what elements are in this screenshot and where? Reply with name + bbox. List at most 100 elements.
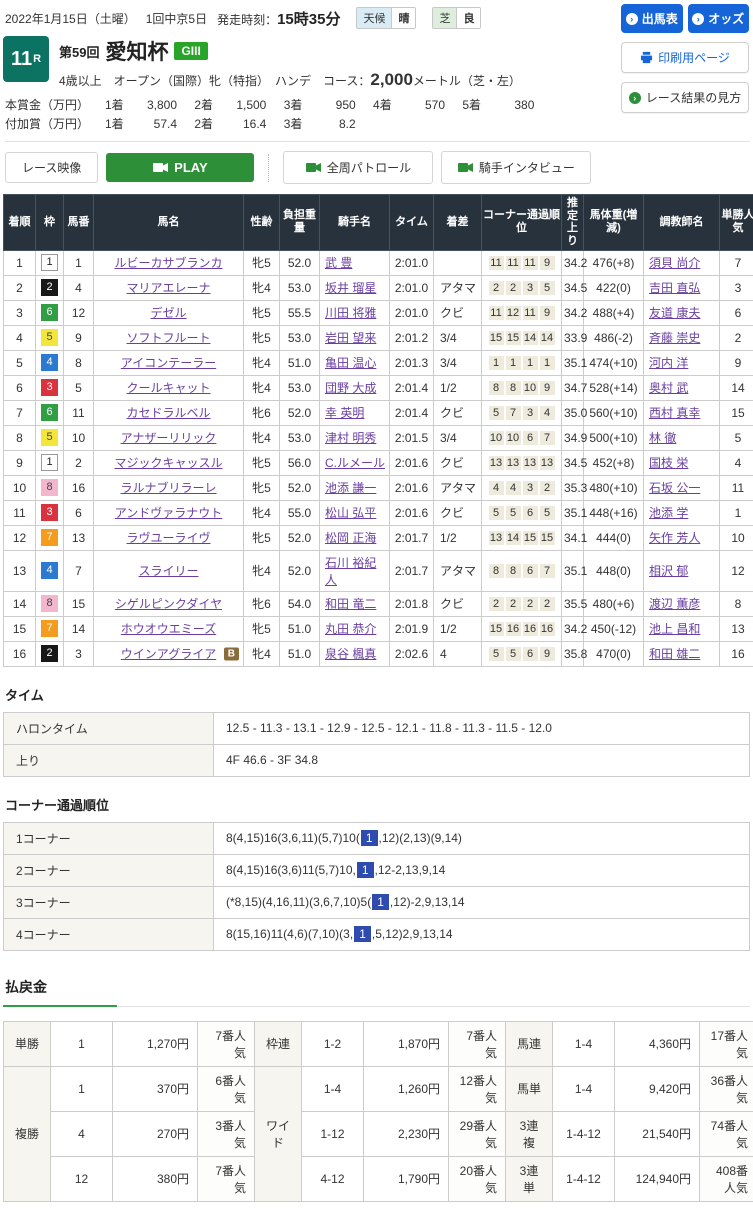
trainer-link[interactable]: 須貝 尚介 bbox=[649, 256, 700, 270]
trainer-link[interactable]: 斉藤 崇史 bbox=[649, 331, 700, 345]
horse-name-link[interactable]: デゼル bbox=[150, 306, 186, 320]
trainer-link[interactable]: 友道 康夫 bbox=[649, 306, 700, 320]
horse-name-link[interactable]: ラヴユーライヴ bbox=[126, 531, 210, 545]
horse-name-link[interactable]: アンドヴァラナウト bbox=[115, 506, 223, 520]
trainer-link[interactable]: 林 徹 bbox=[649, 431, 676, 445]
odds-button[interactable]: › オッズ bbox=[688, 4, 750, 33]
jockey-link[interactable]: 川田 将雅 bbox=[325, 306, 376, 320]
result-guide-button[interactable]: › レース結果の見方 bbox=[621, 82, 749, 113]
cell-carried-weight: 52.0 bbox=[280, 400, 320, 425]
jockey-link[interactable]: 和田 竜二 bbox=[325, 597, 376, 611]
jockey-link[interactable]: 石川 裕紀人 bbox=[325, 556, 376, 587]
cell-carried-weight: 53.0 bbox=[280, 325, 320, 350]
trainer-link[interactable]: 石坂 公一 bbox=[649, 481, 700, 495]
prize-place: 3着 bbox=[276, 115, 316, 134]
cell-horse-number: 13 bbox=[64, 525, 94, 550]
jockey-link[interactable]: 幸 英明 bbox=[325, 406, 364, 420]
jockey-link[interactable]: 松山 弘平 bbox=[325, 506, 376, 520]
print-page-button[interactable]: 印刷用ページ bbox=[621, 42, 749, 73]
trainer-link[interactable]: 国枝 栄 bbox=[649, 456, 688, 470]
cell-popularity: 2 bbox=[720, 325, 753, 350]
payout-popularity: 29番人気 bbox=[449, 1111, 506, 1156]
payout-popularity: 74番人気 bbox=[700, 1111, 753, 1156]
horse-name-link[interactable]: マジックキャッスル bbox=[114, 456, 222, 470]
cell-sex-age: 牝5 bbox=[244, 450, 280, 475]
patrol-video-button[interactable]: 全周パトロール bbox=[283, 151, 433, 184]
added-prize-items: 1着 57.4 2着 16.4 3着 8.2 bbox=[97, 115, 362, 134]
cell-frame: 5 bbox=[36, 325, 64, 350]
cell-frame: 3 bbox=[36, 500, 64, 525]
cell-jockey: 岩田 望来 bbox=[320, 325, 390, 350]
cell-trainer: 河内 洋 bbox=[644, 350, 720, 375]
jockey-link[interactable]: C.ルメール bbox=[325, 456, 385, 470]
horse-name-link[interactable]: ソフトフルート bbox=[126, 331, 210, 345]
jockey-link[interactable]: 坂井 瑠星 bbox=[325, 281, 376, 295]
cell-horse-number: 16 bbox=[64, 475, 94, 500]
horse-name-link[interactable]: マリアエレーナ bbox=[126, 281, 210, 295]
horse-name-link[interactable]: クールキャット bbox=[126, 381, 210, 395]
prize-amount: 570 bbox=[405, 96, 451, 115]
horse-name-link[interactable]: シゲルピンクダイヤ bbox=[115, 597, 222, 611]
trainer-link[interactable]: 和田 雄二 bbox=[649, 647, 700, 661]
payout-table: 単勝 1 1,270円 7番人気 枠連 1-2 1,870円 7番人気 馬連 1… bbox=[3, 1021, 753, 1202]
cell-time: 2:01.6 bbox=[390, 450, 434, 475]
cell-jockey: 泉谷 楓真 bbox=[320, 641, 390, 666]
cell-position: 1 bbox=[4, 250, 36, 275]
corner-position-box: 3 bbox=[523, 481, 538, 495]
jockey-link[interactable]: 泉谷 楓真 bbox=[325, 647, 376, 661]
jockey-link[interactable]: 武 豊 bbox=[325, 256, 352, 270]
jockey-interview-button[interactable]: 騎手インタビュー bbox=[441, 151, 591, 184]
cell-sex-age: 牝4 bbox=[244, 350, 280, 375]
jockey-link[interactable]: 亀田 温心 bbox=[325, 356, 376, 370]
prize-place: 1着 bbox=[97, 115, 137, 134]
cell-position: 9 bbox=[4, 450, 36, 475]
trainer-link[interactable]: 吉田 直弘 bbox=[649, 281, 700, 295]
corner-position-box: 1 bbox=[489, 356, 504, 370]
horse-name-link[interactable]: ウインアグライア bbox=[121, 647, 216, 661]
trainer-link[interactable]: 河内 洋 bbox=[649, 356, 688, 370]
horse-name-link[interactable]: ホウオウエミーズ bbox=[121, 622, 216, 636]
trainer-link[interactable]: 池添 学 bbox=[649, 506, 688, 520]
horse-name-link[interactable]: ルビーカサブランカ bbox=[114, 256, 222, 270]
cell-horse-number: 3 bbox=[64, 641, 94, 666]
cell-position: 15 bbox=[4, 616, 36, 641]
frame-number-badge: 4 bbox=[41, 562, 58, 579]
cell-popularity: 12 bbox=[720, 550, 753, 591]
corner-position-box: 9 bbox=[540, 256, 555, 270]
corner-position-box: 15 bbox=[489, 331, 504, 345]
cell-horse-name: デゼル bbox=[94, 300, 244, 325]
jockey-link[interactable]: 松岡 正海 bbox=[325, 531, 376, 545]
cell-trainer: 須貝 尚介 bbox=[644, 250, 720, 275]
horse-name-link[interactable]: アイコンテーラー bbox=[121, 356, 216, 370]
jockey-link[interactable]: 池添 謙一 bbox=[325, 481, 376, 495]
play-button[interactable]: PLAY bbox=[106, 153, 254, 182]
trainer-link[interactable]: 池上 昌和 bbox=[649, 622, 700, 636]
corner-order-text: ,12)-2,9,13,14 bbox=[390, 895, 465, 909]
horse-name-link[interactable]: カセドラルベル bbox=[126, 406, 210, 420]
horse-name-link[interactable]: ラルナブリラーレ bbox=[120, 481, 216, 495]
shutuba-button[interactable]: › 出馬表 bbox=[621, 4, 683, 33]
horse-name-link[interactable]: スライリー bbox=[138, 564, 198, 578]
jockey-link[interactable]: 丸田 恭介 bbox=[325, 622, 376, 636]
corner-position-box: 13 bbox=[523, 456, 538, 470]
trainer-link[interactable]: 相沢 郁 bbox=[649, 564, 688, 578]
cell-popularity: 7 bbox=[720, 250, 753, 275]
corner-row: 3コーナー (*8,15)(4,16,11)(3,6,7,10)5(1,12)-… bbox=[4, 886, 750, 918]
cell-sex-age: 牝6 bbox=[244, 400, 280, 425]
jockey-link[interactable]: 団野 大成 bbox=[325, 381, 376, 395]
trainer-link[interactable]: 矢作 芳人 bbox=[649, 531, 700, 545]
trainer-link[interactable]: 西村 真幸 bbox=[649, 406, 700, 420]
horse-name-link[interactable]: アナザーリリック bbox=[121, 431, 217, 445]
jockey-link[interactable]: 岩田 望来 bbox=[325, 331, 376, 345]
jockey-link[interactable]: 津村 明秀 bbox=[325, 431, 376, 445]
corner-order-text: ,12)(2,13)(9,14) bbox=[379, 831, 462, 845]
cell-trainer: 吉田 直弘 bbox=[644, 275, 720, 300]
trainer-link[interactable]: 奥村 武 bbox=[649, 381, 688, 395]
payout-popularity: 3番人気 bbox=[198, 1111, 255, 1156]
corner-position-box: 1 bbox=[523, 356, 538, 370]
trainer-link[interactable]: 渡辺 薫彦 bbox=[649, 597, 700, 611]
cell-jockey: 和田 竜二 bbox=[320, 591, 390, 616]
